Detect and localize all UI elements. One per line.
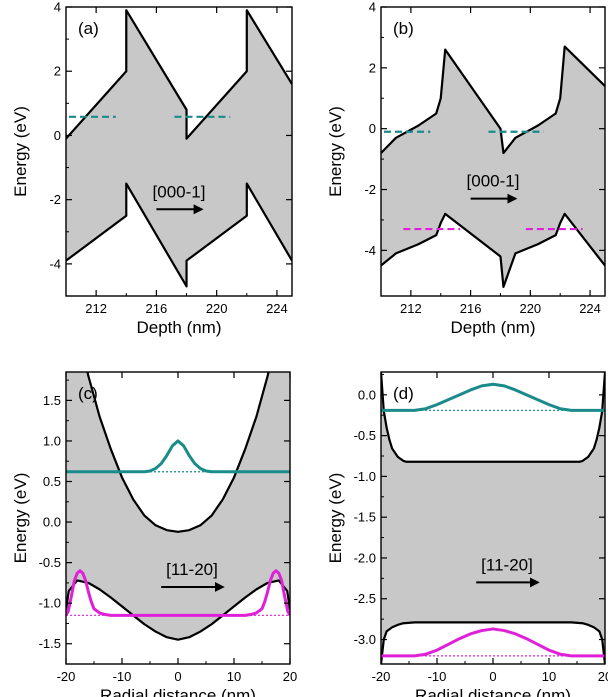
panel-c: [11-20] (c) -20 -10 0 10 20 -1.5 -1.0 -0.5 0.0 0.5 1… (11, 371, 297, 697)
y-tick-label: 0 (369, 121, 376, 136)
y-tick-label: 0.0 (358, 387, 376, 402)
plot-area (66, 9, 292, 288)
y-tick-label: -1.0 (354, 469, 376, 484)
x-tick-label: 10 (542, 669, 556, 684)
valence-band-edge (381, 212, 605, 288)
x-tick-label: 0 (174, 669, 181, 684)
y-axis-label: Energy (eV) (11, 106, 30, 197)
y-tick-label: -1.5 (354, 510, 376, 525)
panel-label: (b) (393, 19, 414, 38)
direction-label: [000-1] (153, 182, 206, 201)
valence-band-edge (381, 621, 605, 664)
y-tick-label: 4 (54, 0, 61, 15)
conduction-band-edge (381, 372, 605, 463)
x-tick-label: -10 (113, 669, 132, 684)
y-tick-label: 4 (369, 0, 376, 15)
x-tick-label: 20 (283, 669, 297, 684)
plot-area (381, 45, 605, 288)
axes-frame (65, 6, 293, 297)
wavefunction (381, 627, 605, 658)
x-axis-label: Radial distance (nm) (415, 686, 571, 697)
y-tick-label: 2 (54, 64, 61, 79)
conduction-band-edge (66, 9, 292, 140)
panel-label: (c) (78, 384, 98, 403)
y-tick-label: -4 (49, 256, 61, 271)
plot-area (66, 372, 290, 641)
valence-band-edge (66, 579, 290, 641)
y-tick-label: 1.5 (43, 393, 61, 408)
plot-area (381, 372, 605, 664)
x-tick-label: 10 (227, 669, 241, 684)
panel-label: (a) (78, 19, 99, 38)
y-tick-label: -0.5 (354, 428, 376, 443)
y-tick-label: -1.0 (39, 596, 61, 611)
direction-label: [11-20] (166, 560, 218, 579)
x-tick-label: -10 (428, 669, 447, 684)
x-tick-label: 20 (598, 669, 608, 684)
y-tick-label: 0 (54, 128, 61, 143)
direction-label: [11-20] (481, 555, 533, 574)
wavefunction (66, 569, 290, 617)
y-tick-label: 0.0 (43, 515, 61, 530)
y-tick-label: -2 (364, 182, 376, 197)
x-tick-label: 224 (579, 301, 601, 316)
x-tick-label: 216 (146, 301, 168, 316)
conduction-band-edge (86, 372, 270, 533)
x-tick-label: 212 (400, 301, 422, 316)
y-tick-label: -1.5 (39, 636, 61, 651)
x-tick-label: 220 (519, 301, 541, 316)
band-fill (381, 46, 605, 287)
x-axis-label: Radial distance (nm) (100, 686, 256, 697)
direction-label: [000-1] (467, 172, 520, 191)
axes-frame (380, 6, 606, 297)
y-tick-label: -2.0 (354, 550, 376, 565)
panel-b: [000-1] (b) 212 216 220 224 -4 -2 0 2 4 Depth (nm) E… (326, 0, 606, 337)
panel-label: (d) (393, 384, 414, 403)
y-tick-label: -4 (364, 243, 376, 258)
wavefunction (381, 382, 605, 412)
y-axis-label: Energy (eV) (326, 473, 345, 564)
y-tick-label: -0.5 (39, 555, 61, 570)
x-axis-label: Depth (nm) (450, 318, 535, 337)
y-tick-label: 0.5 (43, 474, 61, 489)
x-tick-label: 212 (85, 301, 107, 316)
valence-band-edge (66, 182, 292, 288)
x-axis-label: Depth (nm) (136, 318, 221, 337)
band-fill (381, 372, 605, 664)
x-tick-label: 220 (206, 301, 228, 316)
band-fill (66, 372, 290, 640)
y-tick-label: -3.0 (354, 632, 376, 647)
y-tick-label: -2 (49, 192, 61, 207)
y-tick-label: 1.0 (43, 433, 61, 448)
x-tick-label: -20 (57, 669, 76, 684)
band-fill (66, 10, 292, 287)
conduction-band-edge (381, 45, 605, 155)
y-axis-label: Energy (eV) (326, 106, 345, 197)
panel-a: [000-1] (a) 212 216 220 224 -4 -2 0 2 4 Depth (nm) E… (11, 0, 293, 337)
panel-d: [11-20] (d) -20 -10 0 10 20 -3.0 -2.5 -2.0 -1.5 -1.… (326, 371, 608, 697)
y-axis-label: Energy (eV) (11, 473, 30, 564)
wavefunction (66, 439, 290, 474)
y-tick-label: 2 (369, 60, 376, 75)
x-tick-label: 216 (460, 301, 482, 316)
x-tick-label: 224 (266, 301, 288, 316)
y-tick-label: -2.5 (354, 591, 376, 606)
x-tick-label: -20 (372, 669, 391, 684)
x-tick-label: 0 (489, 669, 496, 684)
